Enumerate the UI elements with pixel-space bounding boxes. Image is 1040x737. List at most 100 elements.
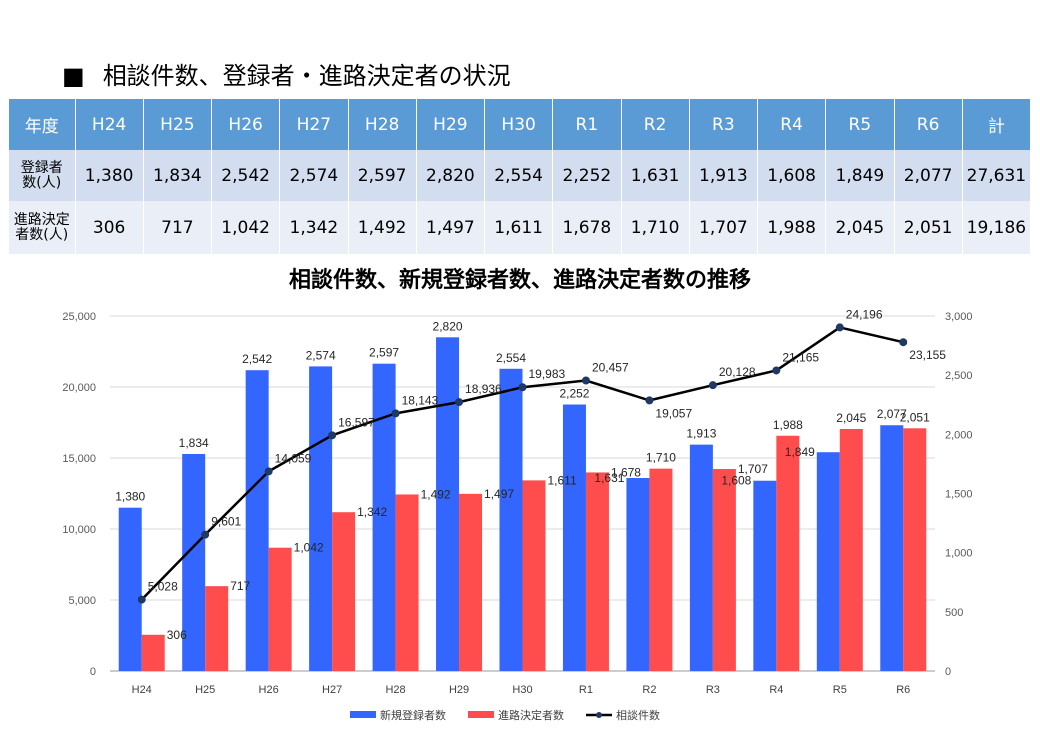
header-year: H30 bbox=[484, 99, 554, 150]
bar-data-label: 2,542 bbox=[242, 352, 272, 366]
category-tick-label: R1 bbox=[579, 684, 593, 696]
bar-data-label: 2,045 bbox=[836, 411, 866, 425]
line-data-label: 23,155 bbox=[909, 348, 946, 362]
bar bbox=[626, 477, 650, 671]
table-cell: 2,051 bbox=[894, 201, 963, 254]
bar bbox=[689, 444, 713, 671]
header-year: H28 bbox=[348, 99, 417, 150]
line-point bbox=[835, 323, 844, 332]
table-cell: 2,574 bbox=[279, 150, 349, 201]
right-axis-tick-label: 2,500 bbox=[945, 370, 973, 382]
line-point bbox=[264, 467, 273, 476]
table-cell-total: 27,631 bbox=[962, 150, 1032, 201]
left-axis-tick-label: 25,000 bbox=[62, 311, 96, 323]
category-tick-label: R5 bbox=[833, 684, 847, 696]
bar-data-label: 1,497 bbox=[484, 487, 514, 501]
category-tick-label: H26 bbox=[259, 684, 279, 696]
line-data-label: 16,597 bbox=[338, 415, 375, 429]
line-data-label: 19,057 bbox=[655, 406, 692, 420]
line-point bbox=[518, 383, 527, 392]
line-data-label: 14,059 bbox=[275, 451, 312, 465]
legend-label: 新規登録者数 bbox=[380, 708, 446, 722]
bar bbox=[309, 366, 333, 671]
table-cell: 1,608 bbox=[757, 150, 827, 201]
table-cell: 1,042 bbox=[211, 201, 281, 254]
bar bbox=[585, 472, 609, 671]
line-point bbox=[328, 431, 337, 440]
line-point bbox=[581, 376, 590, 385]
header-year: H24 bbox=[75, 99, 144, 150]
category-tick-label: H25 bbox=[195, 684, 215, 696]
category-tick-label: R3 bbox=[706, 684, 720, 696]
bar bbox=[776, 435, 800, 671]
table-cell: 717 bbox=[143, 201, 213, 254]
bar-data-label: 1,710 bbox=[646, 451, 676, 465]
category-tick-label: H24 bbox=[132, 684, 152, 696]
header-year: H26 bbox=[211, 99, 281, 150]
line-point bbox=[772, 366, 781, 375]
table-cell: 1,710 bbox=[621, 201, 690, 254]
bar-data-label: 2,077 bbox=[877, 407, 907, 421]
table-cell: 1,631 bbox=[621, 150, 690, 201]
line-point bbox=[645, 396, 654, 405]
right-axis-tick-label: 2,000 bbox=[945, 429, 973, 441]
left-axis-tick-label: 20,000 bbox=[62, 382, 96, 394]
bar-data-label: 1,492 bbox=[421, 487, 451, 501]
header-year: R3 bbox=[689, 99, 759, 150]
category-tick-label: R2 bbox=[642, 684, 656, 696]
bar-data-label: 2,252 bbox=[559, 387, 589, 401]
right-axis-tick-label: 500 bbox=[945, 607, 963, 619]
line-point bbox=[708, 381, 717, 390]
row-label-line1: 進路決定 bbox=[13, 211, 70, 228]
header-year: R5 bbox=[825, 99, 895, 150]
bar-data-label: 2,820 bbox=[433, 319, 463, 333]
row-label-line1: 登録者 bbox=[20, 159, 63, 176]
line-data-label: 18,936 bbox=[465, 382, 502, 396]
heading-text: 相談件数、登録者・進路決定者の状況 bbox=[102, 62, 511, 90]
table-cell: 2,597 bbox=[348, 150, 417, 201]
legend-swatch bbox=[350, 711, 376, 718]
category-tick-label: R4 bbox=[769, 684, 783, 696]
line-data-label: 24,196 bbox=[846, 307, 883, 321]
header-year-label: 年度 bbox=[9, 99, 76, 150]
bar bbox=[522, 480, 546, 671]
bar-data-label: 1,678 bbox=[611, 465, 641, 479]
row-label: 登録者 数(人) bbox=[9, 150, 76, 201]
line-data-label: 9,601 bbox=[211, 515, 241, 529]
bar-data-label: 1,988 bbox=[773, 418, 803, 432]
row-label: 進路決定 者数(人) bbox=[9, 201, 76, 254]
right-axis-tick-label: 3,000 bbox=[945, 311, 973, 323]
bar-data-label: 1,380 bbox=[115, 490, 145, 504]
line-data-label: 21,165 bbox=[782, 350, 819, 364]
bar-data-label: 1,042 bbox=[294, 541, 324, 555]
left-axis-tick-label: 15,000 bbox=[62, 453, 96, 465]
bar-data-label: 306 bbox=[167, 628, 187, 642]
bar-data-label: 717 bbox=[230, 579, 250, 593]
table-cell: 1,492 bbox=[348, 201, 417, 254]
right-axis-tick-label: 0 bbox=[945, 666, 951, 678]
chart-title: 相談件数、新規登録者数、進路決定者数の推移 bbox=[288, 268, 751, 293]
table-cell: 1,707 bbox=[689, 201, 759, 254]
bar bbox=[182, 453, 206, 671]
table-cell: 1,342 bbox=[279, 201, 349, 254]
bar bbox=[839, 429, 863, 671]
bar-data-label: 2,554 bbox=[496, 351, 526, 365]
table-cell: 1,913 bbox=[689, 150, 759, 201]
bar-data-label: 1,849 bbox=[785, 445, 815, 459]
category-tick-label: R6 bbox=[896, 684, 910, 696]
table-cell: 2,077 bbox=[894, 150, 963, 201]
bar bbox=[332, 512, 356, 671]
bar bbox=[245, 370, 269, 671]
bar bbox=[436, 337, 460, 671]
bar-data-label: 2,597 bbox=[369, 346, 399, 360]
bar bbox=[372, 363, 396, 671]
line-data-label: 18,143 bbox=[402, 393, 439, 407]
line-point bbox=[455, 398, 464, 407]
category-tick-label: H29 bbox=[449, 684, 469, 696]
line-point bbox=[201, 530, 210, 539]
header-year: H29 bbox=[416, 99, 486, 150]
category-tick-label: H30 bbox=[512, 684, 532, 696]
bar bbox=[903, 428, 927, 671]
table-cell: 2,820 bbox=[416, 150, 486, 201]
